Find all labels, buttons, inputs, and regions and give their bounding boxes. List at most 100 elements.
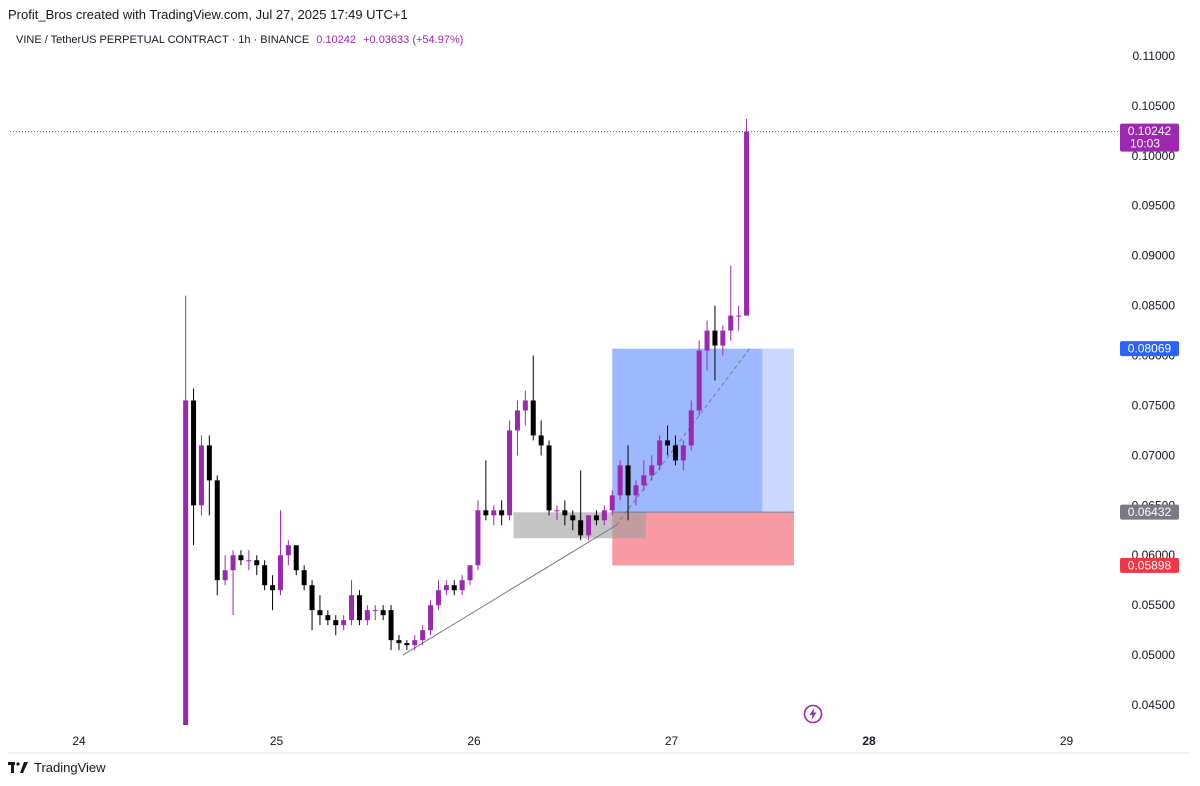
candle xyxy=(341,615,347,631)
candle-body xyxy=(206,445,212,481)
price-change: +0.03633 (+54.97%) xyxy=(363,34,464,46)
candle xyxy=(293,545,299,576)
price-tag-bg xyxy=(1120,341,1179,357)
candle-body xyxy=(246,560,252,562)
candle xyxy=(617,460,623,501)
x-tick-label: 26 xyxy=(467,734,481,748)
candle-body xyxy=(183,400,189,726)
y-tick-label: 0.07000 xyxy=(1132,448,1176,462)
candle xyxy=(404,640,410,651)
candle xyxy=(459,575,465,596)
price-tag: 0.06432 xyxy=(1120,504,1179,520)
candle xyxy=(230,550,236,616)
candle-body xyxy=(522,400,528,411)
candle-body xyxy=(570,515,576,521)
candle xyxy=(665,425,671,456)
candle-body xyxy=(230,555,236,571)
candle-body xyxy=(514,410,520,431)
candle xyxy=(198,435,204,516)
candle xyxy=(507,420,513,521)
zones-layer xyxy=(513,348,794,566)
candle-body xyxy=(649,465,655,476)
candle-body xyxy=(309,585,315,611)
candle-body xyxy=(420,630,426,641)
candle xyxy=(680,440,686,471)
candle xyxy=(285,540,291,566)
candle-body xyxy=(198,445,204,506)
candle-body xyxy=(475,510,481,566)
candle xyxy=(435,580,441,611)
candle xyxy=(546,440,552,516)
candle xyxy=(538,420,544,456)
lightning-icon[interactable] xyxy=(803,704,823,724)
candle-body xyxy=(665,440,671,446)
zone-target-projection xyxy=(762,348,794,513)
candle xyxy=(744,118,750,316)
candle-body xyxy=(546,445,552,511)
candle-body xyxy=(262,565,268,586)
candle xyxy=(554,505,560,521)
candle xyxy=(728,265,734,341)
candle xyxy=(270,575,276,611)
price-tag-bg xyxy=(1120,123,1179,152)
candle xyxy=(649,455,655,481)
candle-body xyxy=(680,445,686,461)
candle-body xyxy=(254,560,260,566)
candle-body xyxy=(372,610,378,612)
price-tag-value: 0.06432 xyxy=(1128,505,1172,519)
price-tag-bg xyxy=(1120,557,1179,573)
x-tick-label: 29 xyxy=(1060,734,1074,748)
candle xyxy=(301,565,307,591)
candle-body xyxy=(467,565,473,581)
candle xyxy=(443,580,449,596)
candle-body xyxy=(704,330,710,351)
candle xyxy=(562,500,568,526)
y-tick-label: 0.08500 xyxy=(1132,299,1176,313)
candle xyxy=(696,340,702,416)
y-tick-label: 0.04500 xyxy=(1132,698,1176,712)
y-tick-label: 0.07500 xyxy=(1132,398,1176,412)
candle-body xyxy=(191,400,197,506)
y-tick-label: 0.11000 xyxy=(1133,49,1176,63)
candle xyxy=(388,605,394,651)
candle-body xyxy=(428,605,434,631)
candle-body xyxy=(728,315,734,331)
price-tag-value: 0.10242 xyxy=(1128,124,1172,138)
candle-body xyxy=(301,570,307,586)
candle xyxy=(688,400,694,451)
candle-body xyxy=(443,585,449,591)
candle-body xyxy=(720,330,726,346)
candle xyxy=(499,500,505,526)
candle-body xyxy=(380,610,386,616)
tradingview-logo-icon xyxy=(8,761,28,773)
candle xyxy=(214,475,220,596)
price-tag: 0.05898 xyxy=(1120,557,1179,573)
last-price: 0.10242 xyxy=(316,34,357,46)
symbol-header: VINE / TetherUS PERPETUAL CONTRACT · 1h … xyxy=(16,34,463,46)
candle-body xyxy=(530,400,536,436)
candle-body xyxy=(325,615,331,621)
y-tick-label: 0.09500 xyxy=(1132,199,1176,213)
candle xyxy=(712,305,718,381)
candle-body xyxy=(451,585,457,591)
candle xyxy=(720,325,726,356)
candle-body xyxy=(672,445,678,461)
candle-body xyxy=(333,620,339,626)
candle xyxy=(704,320,710,371)
candle xyxy=(514,400,520,456)
tradingview-logo[interactable]: TradingView xyxy=(8,760,106,775)
candle xyxy=(657,435,663,471)
candle xyxy=(530,355,536,441)
candle xyxy=(277,510,283,596)
candle xyxy=(380,605,386,621)
candle-body xyxy=(222,570,228,581)
candle-body xyxy=(435,590,441,606)
candle-body xyxy=(578,520,584,536)
candle-body xyxy=(356,595,362,621)
candle-body xyxy=(601,510,607,521)
y-tick-label: 0.05000 xyxy=(1132,648,1176,662)
candles-layer xyxy=(183,118,750,726)
price-tag-value: 0.05898 xyxy=(1128,558,1172,572)
candle-body xyxy=(538,435,544,446)
